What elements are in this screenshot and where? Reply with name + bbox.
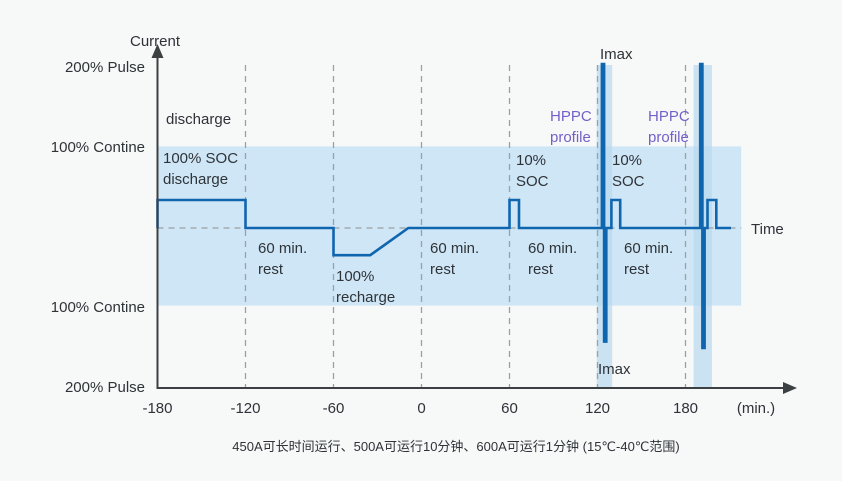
chart-caption: 450A可长时间运行、500A可运行10分钟、600A可运行1分钟 (15℃-4… bbox=[232, 439, 680, 454]
x-axis-arrow bbox=[783, 382, 797, 394]
continuous-current-band bbox=[157, 146, 742, 306]
current-profile-line bbox=[156, 62, 731, 350]
y-axis-arrow bbox=[151, 44, 164, 58]
